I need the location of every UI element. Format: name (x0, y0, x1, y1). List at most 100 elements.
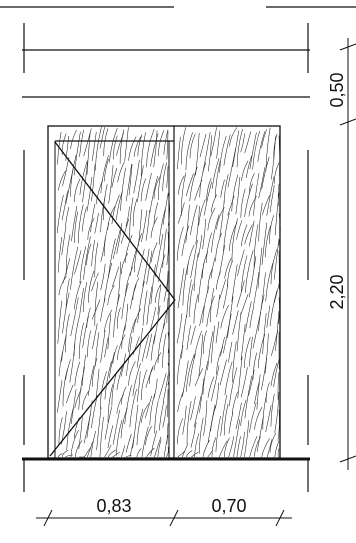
grain-stroke (248, 256, 257, 298)
grain-stroke (231, 174, 239, 212)
grain-stroke (142, 248, 150, 287)
grain-stroke (133, 160, 140, 194)
grain-stroke (104, 337, 109, 358)
grain-stroke (132, 198, 138, 227)
grain-stroke (162, 333, 167, 368)
grain-stroke (195, 132, 200, 176)
grain-stroke (61, 190, 68, 221)
grain-stroke (111, 167, 118, 188)
grain-stroke (245, 301, 252, 332)
grain-stroke (269, 185, 275, 213)
grain-stroke (249, 436, 258, 458)
grain-stroke (223, 212, 230, 252)
grain-stroke (252, 352, 257, 380)
grain-stroke (236, 312, 242, 352)
grain-stroke (66, 407, 74, 451)
grain-stroke (149, 175, 158, 214)
grain-stroke (125, 433, 132, 453)
grain-stroke (232, 341, 237, 383)
grain-stroke (100, 237, 106, 262)
grain-stroke (128, 136, 137, 161)
grain-stroke (71, 205, 78, 242)
grain-stroke (103, 158, 109, 182)
grain-stroke (219, 244, 226, 276)
grain-stroke (166, 130, 169, 160)
grain-stroke (270, 249, 278, 285)
grain-stroke (211, 437, 217, 458)
grain-stroke (128, 361, 136, 386)
grain-stroke (150, 430, 158, 457)
grain-stroke (215, 382, 219, 409)
grain-stroke (215, 160, 221, 198)
grain-stroke (258, 167, 266, 199)
grain-stroke (149, 393, 155, 426)
grain-stroke (167, 192, 170, 226)
grain-stroke (273, 133, 278, 160)
grain-stroke (57, 380, 63, 413)
grain-stroke (273, 359, 280, 388)
grain-stroke (249, 402, 257, 433)
grain-stroke (153, 352, 162, 371)
grain-stroke (207, 331, 214, 371)
grain-stroke (125, 266, 134, 296)
grain-stroke (116, 419, 123, 456)
grain-stroke (240, 324, 246, 361)
grain-stroke (277, 448, 280, 458)
grain-stroke (177, 418, 184, 445)
grain-stroke (65, 278, 70, 310)
grain-stroke (61, 449, 69, 458)
grain-stroke (215, 232, 222, 262)
vertical-dim-tick-mid (339, 118, 356, 126)
grain-stroke (241, 160, 249, 181)
grain-stroke (223, 313, 232, 354)
grain-stroke (100, 263, 106, 291)
grain-stroke (162, 228, 167, 268)
door-swing-indicator (49, 141, 176, 457)
grain-stroke (158, 163, 164, 201)
grain-stroke (227, 195, 235, 216)
grain-stroke (57, 300, 63, 344)
grain-stroke (186, 244, 195, 276)
grain-stroke (244, 131, 252, 154)
grain-stroke (273, 284, 280, 303)
grain-stroke (199, 133, 207, 158)
grain-stroke (146, 128, 155, 168)
grain-stroke (236, 436, 241, 458)
grain-stroke (86, 243, 92, 266)
grain-stroke (137, 134, 143, 157)
grain-stroke (107, 449, 116, 458)
grain-stroke (116, 223, 123, 254)
grain-stroke (150, 133, 159, 167)
grain-stroke (216, 130, 221, 159)
grain-stroke (202, 360, 209, 396)
grain-stroke (261, 129, 267, 148)
grain-stroke (111, 194, 120, 225)
grain-stroke (228, 436, 235, 458)
grain-stroke (199, 162, 207, 198)
grain-stroke (265, 382, 270, 403)
grain-stroke (244, 420, 250, 458)
grain-stroke (91, 240, 95, 267)
grain-stroke (146, 333, 153, 359)
grain-stroke (113, 294, 121, 338)
grain-stroke (176, 226, 184, 261)
grain-stroke (70, 155, 77, 197)
grain-stroke (273, 238, 280, 280)
grain-stroke (237, 249, 245, 277)
grain-stroke (99, 416, 104, 458)
grain-stroke (136, 327, 143, 368)
grain-stroke (130, 284, 137, 310)
grain-stroke (113, 135, 118, 160)
grain-stroke (100, 155, 109, 194)
grain-stroke (249, 306, 254, 329)
grain-stroke (190, 396, 196, 421)
grain-stroke (198, 334, 203, 377)
grain-stroke (206, 177, 212, 203)
grain-stroke (277, 409, 280, 441)
grain-stroke (144, 395, 153, 419)
grain-stroke (136, 371, 141, 403)
grain-stroke (91, 299, 101, 320)
grain-stroke (216, 346, 224, 375)
grain-stroke (249, 132, 257, 170)
grain-stroke (257, 247, 263, 289)
